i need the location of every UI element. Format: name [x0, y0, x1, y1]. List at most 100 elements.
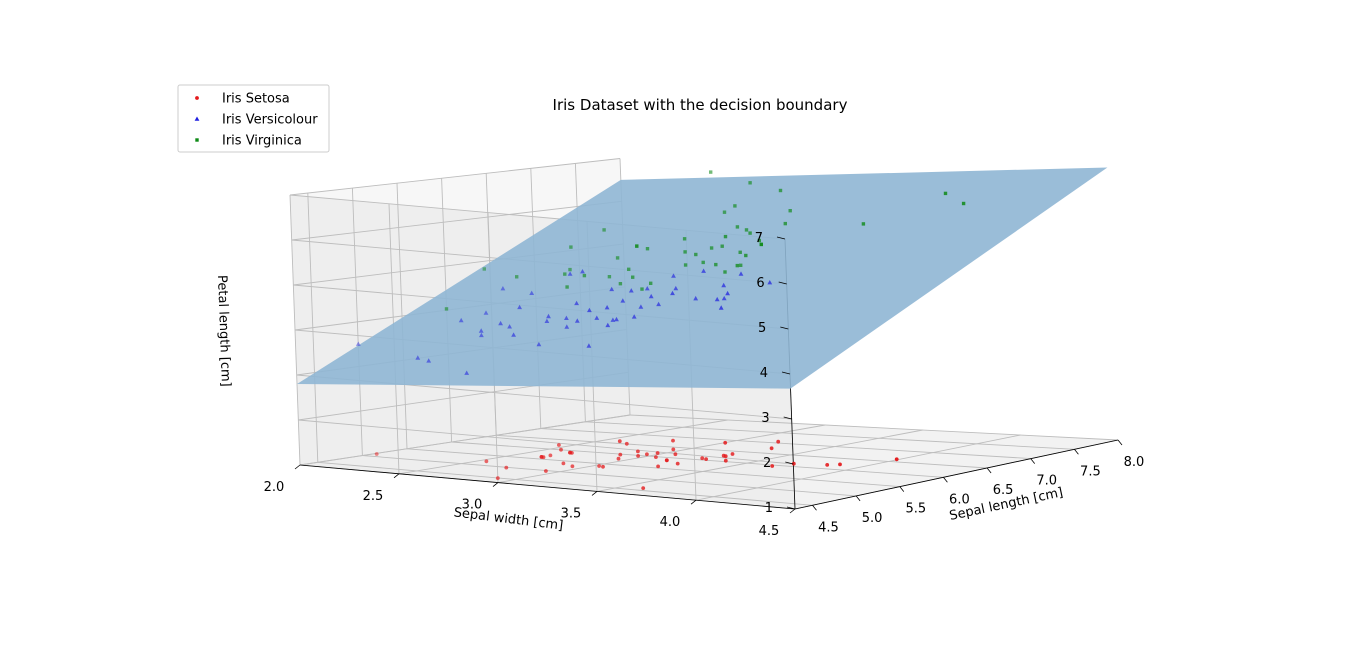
data-point-iris-versicolour: [536, 341, 542, 347]
data-point-iris-setosa: [656, 464, 660, 469]
data-point-iris-virginica: [565, 285, 569, 289]
data-point-iris-versicolour: [529, 290, 535, 295]
grid-line-x-floor: [540, 428, 1031, 460]
data-point-iris-versicolour: [767, 280, 773, 285]
grid-line-x-floor: [585, 421, 1075, 450]
data-point-iris-setosa: [617, 439, 622, 444]
data-point-iris-versicolour: [670, 290, 675, 296]
data-point-iris-virginica: [631, 275, 635, 279]
data-point-iris-setosa: [770, 464, 775, 468]
y-tick-label: 3.5: [561, 506, 582, 521]
legend-label-iris-versicolour: Iris Versicolour: [222, 113, 318, 128]
data-point-iris-virginica: [748, 231, 752, 235]
data-point-iris-setosa: [557, 443, 561, 447]
data-point-iris-virginica: [744, 253, 748, 258]
data-point-iris-setosa: [894, 457, 899, 462]
data-point-iris-virginica: [720, 244, 724, 248]
z-tick-label: 5: [758, 321, 766, 336]
data-point-iris-versicolour: [580, 269, 585, 274]
data-point-iris-versicolour: [631, 314, 637, 319]
data-point-iris-virginica: [645, 247, 650, 251]
y-tick-mark: [591, 491, 598, 496]
grid-line-x-floor: [496, 434, 988, 469]
data-point-iris-virginica: [723, 234, 728, 239]
data-point-iris-virginica: [582, 273, 587, 278]
data-point-iris-virginica: [788, 209, 792, 213]
decision-boundary-surface: [297, 167, 1108, 389]
grid-line-x-floor: [629, 414, 1119, 441]
data-point-iris-setosa: [504, 465, 509, 470]
data-point-iris-virginica: [568, 267, 572, 272]
data-point-iris-setosa: [825, 463, 830, 467]
z-tick-mark: [786, 506, 796, 510]
data-point-iris-versicolour: [620, 298, 626, 303]
data-point-iris-virginica: [709, 170, 713, 174]
data-point-iris-versicolour: [587, 307, 592, 313]
data-point-iris-virginica: [701, 260, 705, 265]
axis-ticks: 4.5 5.0 5.5 6.0 6.5 7.0 7.5 8.0 4.5 4.0 3.5 3.0 2.5 2…: [264, 231, 1145, 539]
data-point-iris-virginica: [683, 263, 688, 267]
data-point-iris-versicolour: [500, 286, 506, 291]
legend-box: [177, 84, 330, 153]
data-points: [355, 170, 966, 490]
data-point-iris-versicolour: [507, 324, 512, 329]
data-point-iris-setosa: [624, 441, 629, 446]
z-tick-mark: [776, 236, 786, 240]
grid-line-y-floor: [398, 419, 728, 475]
data-point-iris-setosa: [561, 461, 566, 466]
data-point-iris-virginica: [683, 250, 687, 254]
data-point-iris-virginica: [714, 262, 718, 267]
data-point-iris-virginica: [627, 267, 631, 271]
z-tick-label: 7: [755, 231, 763, 246]
legend-marker-iris-virginica: [195, 138, 199, 142]
data-point-iris-setosa: [654, 455, 658, 459]
data-point-iris-setosa: [570, 451, 574, 455]
data-point-iris-setosa: [616, 456, 621, 461]
data-point-iris-versicolour: [718, 305, 724, 310]
y-tick-label: 2.0: [264, 480, 285, 495]
data-point-iris-versicolour: [605, 322, 611, 328]
y-axis-line: [299, 464, 796, 510]
y-tick-label: 4.5: [759, 524, 780, 539]
data-point-iris-versicolour: [628, 288, 634, 293]
data-point-iris-virginica: [744, 228, 749, 232]
data-point-iris-virginica: [482, 267, 486, 271]
legend-marker-iris-setosa: [195, 96, 199, 100]
x-tick-mark: [1117, 439, 1123, 446]
data-point-iris-setosa: [700, 456, 705, 461]
data-point-iris-virginica: [738, 250, 742, 254]
z-tick-label: 4: [760, 366, 768, 381]
data-point-iris-versicolour: [479, 332, 484, 338]
data-point-iris-setosa: [374, 452, 379, 456]
data-point-iris-setosa: [636, 454, 640, 458]
data-point-iris-versicolour: [483, 310, 489, 315]
data-point-iris-versicolour: [458, 317, 464, 323]
grid-line-x-floor: [406, 448, 900, 488]
data-point-iris-versicolour: [604, 305, 610, 310]
data-point-iris-setosa: [544, 469, 548, 473]
legend-marker-iris-versicolour: [194, 116, 200, 121]
data-point-iris-versicolour: [609, 286, 615, 292]
data-point-iris-setosa: [484, 459, 489, 464]
data-point-iris-virginica: [607, 275, 612, 279]
x-tick-mark: [943, 477, 948, 483]
data-point-iris-versicolour: [546, 313, 551, 319]
data-point-iris-virginica: [759, 242, 763, 247]
chart-title: Iris Dataset with the decision boundary: [553, 96, 848, 114]
grid-line-y-floor: [695, 434, 1021, 501]
data-point-iris-setosa: [570, 464, 575, 469]
y-axis-label: Sepal width [cm]: [453, 505, 564, 533]
data-point-iris-virginica: [515, 275, 519, 279]
data-point-iris-setosa: [769, 446, 774, 451]
data-point-iris-virginica: [861, 222, 866, 226]
data-point-iris-versicolour: [638, 304, 644, 309]
data-point-iris-virginica: [961, 201, 966, 206]
data-point-iris-setosa: [495, 476, 500, 480]
data-point-iris-versicolour: [738, 271, 744, 276]
chart-legend: Iris Setosa Iris Versicolour Iris Virginic…: [177, 84, 330, 153]
data-point-iris-virginica: [444, 307, 449, 311]
data-point-iris-setosa: [704, 457, 708, 461]
data-point-iris-versicolour: [517, 304, 522, 310]
y-tick-label: 3.0: [462, 498, 483, 513]
data-point-iris-virginica: [723, 270, 727, 274]
